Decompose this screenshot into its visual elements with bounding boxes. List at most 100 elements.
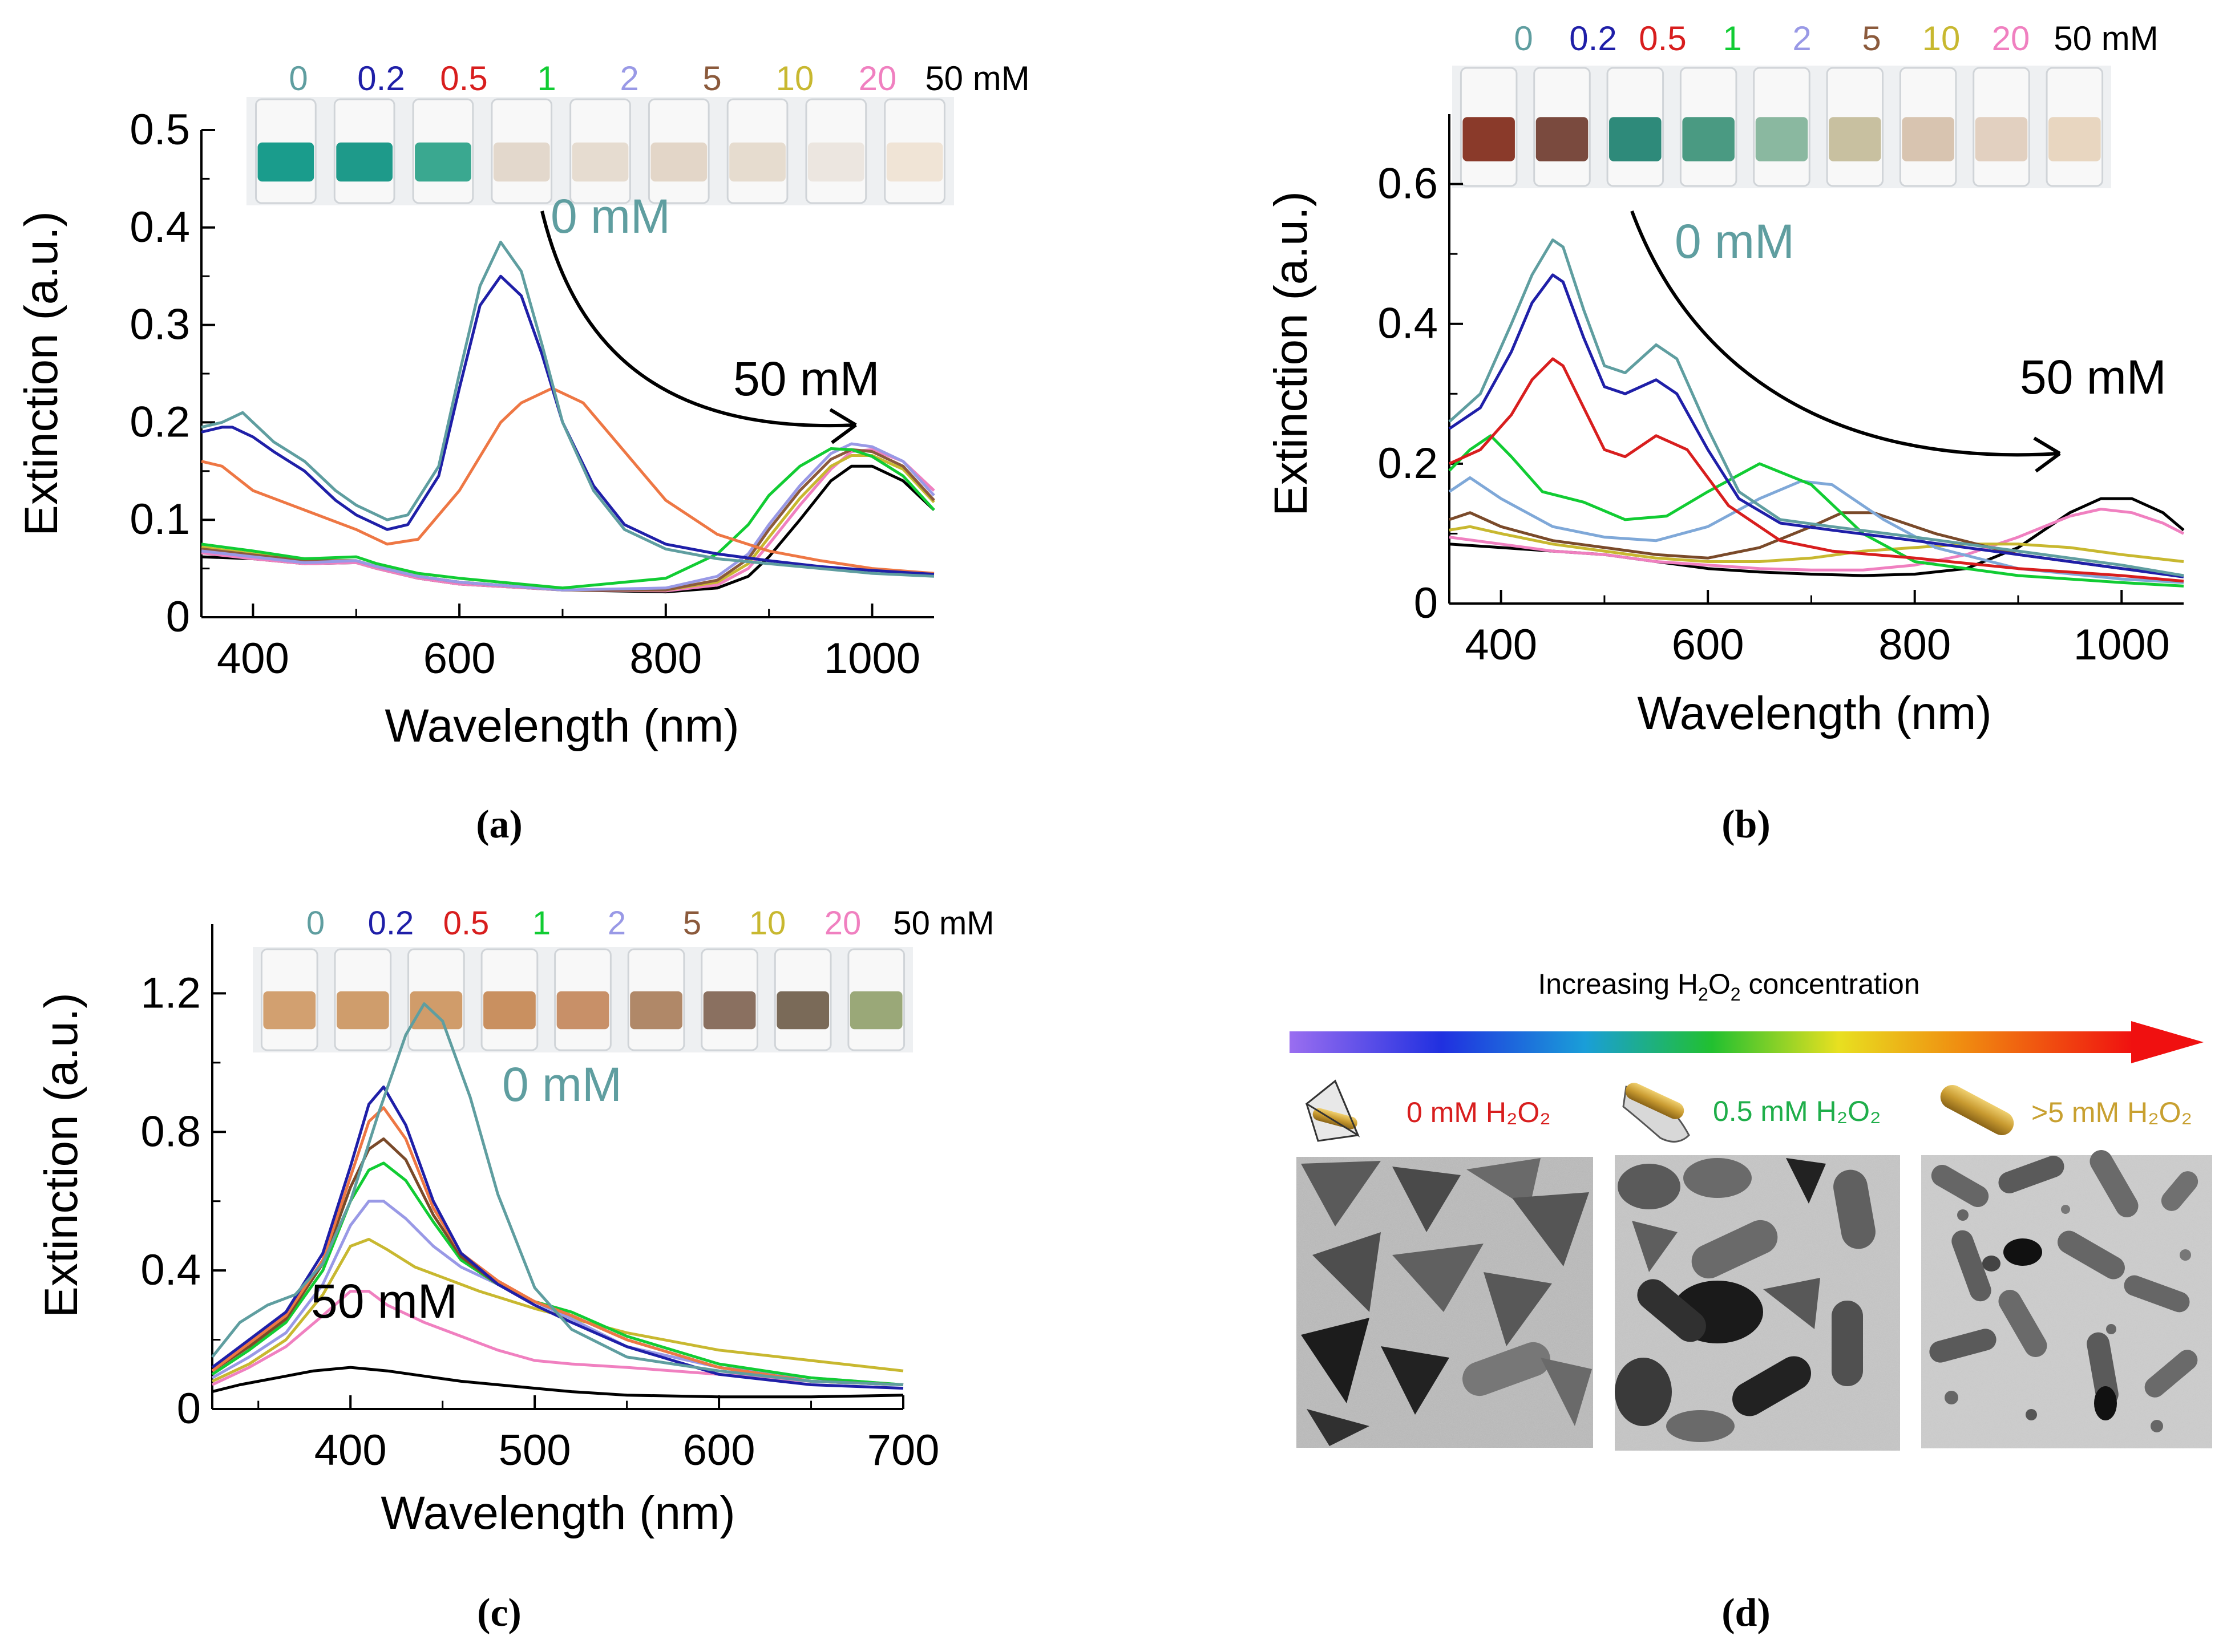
y-tick-label: 0.2 [1377, 439, 1438, 488]
vial-liquid [1829, 117, 1881, 161]
y-tick-label: 0.2 [130, 398, 190, 446]
x-tick-label: 1000 [2074, 621, 2170, 669]
vial-label: 0 [289, 59, 308, 98]
vial-liquid [777, 991, 830, 1030]
vial-liquid [807, 142, 864, 182]
vial-label: 50 mM [925, 59, 1029, 98]
y-axis-label: Extinction (a.u.) [35, 993, 87, 1318]
x-tick-label: 600 [683, 1426, 755, 1475]
vial-liquid [1755, 117, 1808, 161]
y-axis-label: Extinction (a.u.) [1265, 191, 1317, 516]
vial-liquid [729, 142, 786, 182]
vial-labels-b: 0 0.2 0.5 1 2 5 10 20 50 mM [1514, 19, 2158, 58]
vial-label: 5 [702, 59, 721, 98]
tem-image-05mM [1615, 1155, 1900, 1451]
vial-label: 0.2 [1569, 19, 1616, 58]
vial-liquid [263, 991, 316, 1030]
x-axis-label: Wavelength (nm) [1637, 687, 1991, 739]
caption-b: (b) [1721, 803, 1771, 847]
annot-start-c: 0 mM [502, 1058, 622, 1111]
vial-labels-c: 0 0.2 0.5 1 2 5 10 20 50 mM [306, 905, 995, 942]
x-tick-label: 400 [1465, 621, 1537, 669]
series-line-0p2mM [211, 1085, 904, 1390]
vial-label: 0 [306, 905, 325, 942]
vial-label: 20 [825, 905, 862, 942]
arrow-b [1630, 210, 2060, 457]
gradient-arrow-head [2131, 1021, 2204, 1063]
arrow-head-b [2033, 436, 2061, 473]
tem-image-5mM [1921, 1150, 2212, 1448]
x-tick-label: 600 [1672, 621, 1744, 669]
plot-c: 0 0.4 0.8 1.2 400 500 600 700 Wavelength (nm) Ext… [35, 924, 939, 1539]
vial-label: 50 mM [893, 905, 994, 942]
panel-d: Increasing H2O2 concentration 0 mM H₂O₂ … [1290, 968, 2212, 1635]
y-tick-label: 0.4 [140, 1246, 201, 1294]
vials-c [253, 947, 913, 1052]
series-line-0mM [201, 240, 935, 578]
series-line-2mM [201, 442, 935, 592]
vial-liquid [493, 142, 550, 182]
vial-liquid [1902, 117, 1954, 161]
vial-label: 5 [1862, 19, 1881, 58]
vial-liquid [572, 142, 629, 182]
vial-label: 10 [1922, 19, 1961, 58]
series-line-2mM [211, 1161, 904, 1386]
vial-label: 0.5 [443, 905, 490, 942]
vial-liquid [850, 991, 903, 1030]
vial-liquid [1462, 117, 1515, 161]
vial-liquid [415, 142, 471, 182]
series-line-50mM [201, 464, 935, 594]
annot-end-a: 50 mM [733, 352, 880, 406]
y-tick-label: 0 [177, 1384, 201, 1433]
vial-label: 1 [1723, 19, 1741, 58]
y-tick-label: 0 [166, 593, 190, 641]
series-line-50mM [212, 1366, 904, 1399]
vial-label: 1 [532, 905, 551, 942]
vial-liquid [703, 991, 756, 1030]
vial-label: 20 [1992, 19, 2030, 58]
vial-liquid [650, 142, 708, 182]
vial-liquid [556, 991, 609, 1030]
vial-label: 0.2 [368, 905, 414, 942]
x-tick-label: 400 [314, 1426, 387, 1475]
vial-label: 2 [1792, 19, 1811, 58]
y-tick-label: 1.2 [140, 969, 201, 1017]
y-tick-label: 0.3 [130, 301, 190, 349]
arrow-a [540, 210, 856, 428]
annot-start-a: 0 mM [551, 189, 670, 243]
label-05mM: 0.5 mM H₂O₂ [1713, 1095, 1881, 1127]
tem-image-0mM [1296, 1157, 1593, 1448]
panel-d-title: Increasing H2O2 concentration [1538, 968, 1919, 1005]
series-line-20mM [211, 1290, 904, 1386]
series-line-50mM [1449, 497, 2185, 577]
x-tick-label: 600 [423, 634, 496, 683]
panel-c: 0 0.2 0.5 1 2 5 10 20 50 mM 0 0.4 0.8 1.2 400 500 600 7… [35, 905, 995, 1635]
x-axis-label: Wavelength (nm) [381, 1487, 735, 1539]
series-line-2mM [1448, 476, 2184, 584]
vial-label: 10 [749, 905, 786, 942]
y-tick-label: 0.1 [130, 495, 190, 544]
vial-label: 2 [608, 905, 626, 942]
series-line-0p2mM [201, 274, 935, 576]
series-line-0mM [211, 1002, 904, 1386]
panel-b: 0 0.2 0.5 1 2 5 10 20 50 mM 0 0.2 0.4 0.6 400 600 800 1… [1265, 19, 2185, 847]
plot-b: 0 0.2 0.4 0.6 400 600 800 1000 Wavelength (nm) Ex… [1265, 114, 2185, 739]
x-tick-label: 400 [217, 634, 289, 683]
vial-liquid [336, 142, 393, 182]
annot-start-b: 0 mM [1675, 214, 1795, 268]
arrow-head-a [829, 408, 857, 444]
x-axis-label: Wavelength (nm) [385, 700, 739, 752]
series-line-10mM [211, 1238, 904, 1383]
x-tick-label: 800 [1878, 621, 1951, 669]
concentration-gradient-bar [1290, 1031, 2134, 1053]
x-tick-label: 500 [499, 1426, 571, 1475]
vial-liquid [257, 142, 314, 182]
vial-liquid [410, 991, 463, 1030]
y-tick-label: 0.6 [1377, 160, 1438, 208]
vial-labels-a: 0 0.2 0.5 1 2 5 10 20 50 mM [289, 59, 1029, 98]
vials-a [246, 97, 954, 205]
x-tick-label: 1000 [824, 634, 920, 683]
vial-label: 10 [776, 59, 814, 98]
y-axis-label: Extinction (a.u.) [15, 211, 67, 536]
